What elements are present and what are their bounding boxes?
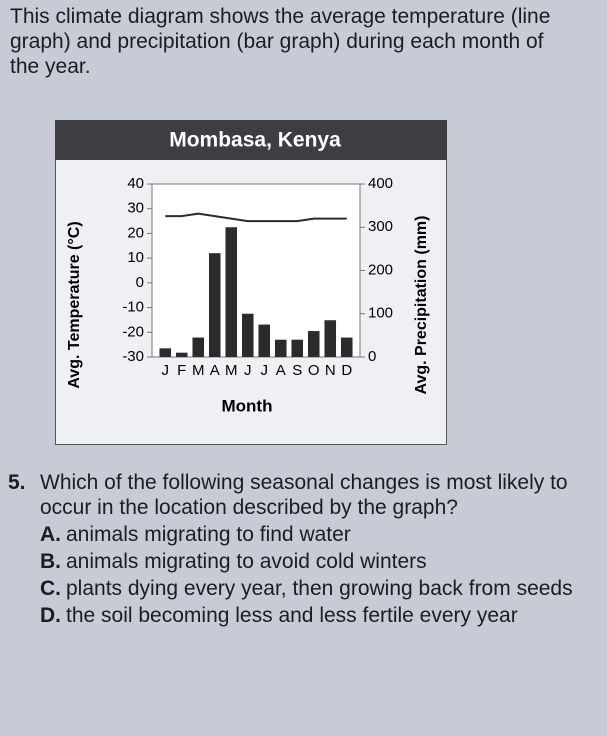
precip-bar [324, 320, 337, 357]
y-tick-label: -30 [122, 348, 144, 365]
precip-bar [192, 337, 205, 357]
x-tick-label: A [210, 362, 220, 379]
y2-tick-label: 400 [368, 175, 393, 192]
x-tick-label: S [292, 362, 302, 379]
chart-title: Mombasa, Kenya [169, 129, 341, 152]
option-text: animals migrating to find water [66, 523, 351, 546]
precip-bar [159, 348, 172, 357]
x-tick-label: F [177, 362, 186, 379]
intro-text: This climate diagram shows the average t… [10, 5, 551, 78]
y2-tick-label: 200 [368, 261, 393, 278]
precip-bar [175, 352, 188, 357]
y-tick-label: -10 [122, 299, 144, 316]
y-tick-label: 30 [127, 200, 144, 217]
option-letter: D. [40, 604, 61, 627]
precip-bar [241, 313, 254, 357]
precip-bar [274, 339, 287, 357]
option[interactable]: A. animals migrating to find water [40, 522, 593, 547]
option-letter: C. [40, 577, 61, 600]
x-tick-label: N [325, 362, 336, 379]
option-text: plants dying every year, then growing ba… [66, 577, 573, 600]
x-tick-label: O [308, 362, 320, 379]
y-tick-label: 40 [127, 175, 144, 192]
precip-bar [225, 227, 238, 357]
precip-bar [340, 337, 353, 357]
y-axis-label: Avg. Temperature (°C) [66, 221, 83, 388]
y2-tick-label: 0 [368, 348, 376, 365]
option[interactable]: C. plants dying every year, then growing … [40, 576, 593, 601]
x-tick-label: M [192, 362, 205, 379]
y2-tick-label: 300 [368, 218, 393, 235]
question-text: Which of the following seasonal changes … [40, 471, 568, 519]
y2-axis-label: Avg. Precipitation (mm) [413, 216, 430, 395]
y2-tick-label: 100 [368, 305, 393, 322]
temperature-line [165, 212, 347, 223]
x-tick-label: M [225, 362, 238, 379]
x-tick-label: J [261, 362, 269, 379]
precip-bar [307, 331, 320, 357]
precip-bar [258, 324, 271, 357]
precip-bar [208, 253, 221, 357]
y-tick-label: 20 [127, 224, 144, 241]
option-letter: B. [40, 550, 61, 573]
x-axis-label: Month [222, 396, 273, 415]
y-tick-label: 10 [127, 249, 144, 266]
question-number: 5. [8, 471, 26, 494]
options: A. animals migrating to find water B. anima… [8, 522, 593, 628]
climate-chart: Mombasa, Kenya Avg. Temperature (°C) Avg… [55, 120, 447, 445]
x-tick-label: J [244, 362, 252, 379]
chart-header [55, 120, 447, 160]
x-tick-label: J [162, 362, 170, 379]
precip-bar [291, 339, 304, 357]
option[interactable]: B. animals migrating to avoid cold winter… [40, 549, 593, 574]
x-tick-label: D [341, 362, 352, 379]
y-tick-label: -20 [122, 323, 144, 340]
option-letter: A. [40, 523, 61, 546]
x-tick-label: A [276, 362, 286, 379]
option[interactable]: D. the soil becoming less and less fertil… [40, 603, 593, 628]
option-text: animals migrating to avoid cold winters [66, 550, 427, 573]
option-text: the soil becoming less and less fertile … [66, 604, 518, 627]
y-tick-label: 0 [136, 274, 144, 291]
question: 5. Which of the following seasonal chang… [8, 470, 593, 628]
